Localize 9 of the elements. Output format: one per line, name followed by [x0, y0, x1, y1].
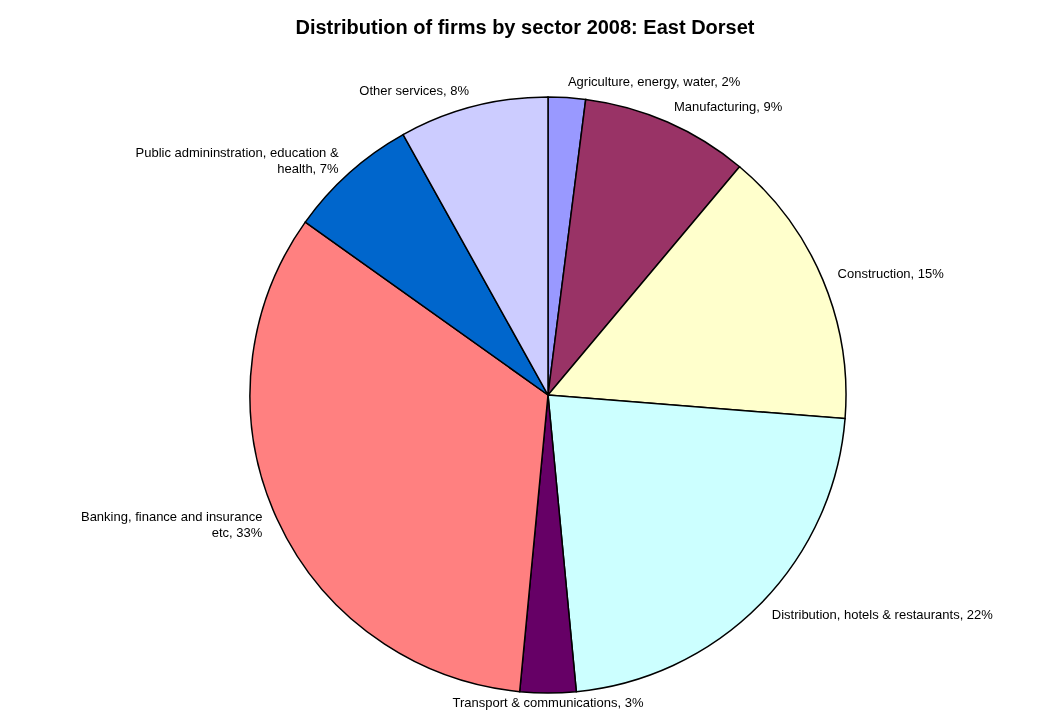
slice-label: Transport & communications, 3% — [452, 695, 644, 711]
slice-label: Agriculture, energy, water, 2% — [567, 73, 741, 90]
slice-label: Public admininstration, education & health, 7% — [134, 144, 339, 177]
slice-label: Banking, finance and insurance etc, 33% — [79, 509, 263, 542]
slice-label: Construction, 15% — [837, 265, 944, 282]
chart-title: Distribution of firms by sector 2008: East Dorset — [295, 16, 755, 38]
slice-label: Manufacturing, 9% — [673, 99, 783, 116]
slice-label: Distribution, hotels & restaurants, 22% — [771, 607, 993, 624]
slice-label: Other services, 8% — [359, 83, 470, 100]
